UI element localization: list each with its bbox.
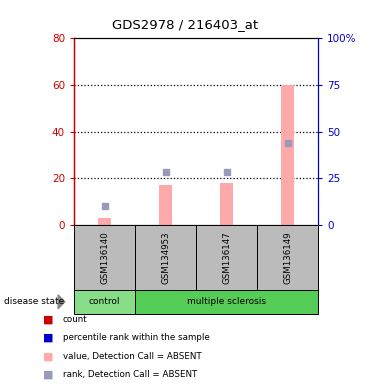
Bar	[220, 183, 233, 225]
Bar	[74, 290, 135, 314]
Text: disease state: disease state	[4, 297, 64, 306]
Text: rank, Detection Call = ABSENT: rank, Detection Call = ABSENT	[63, 370, 197, 379]
Text: ■: ■	[43, 370, 53, 380]
Text: GDS2978 / 216403_at: GDS2978 / 216403_at	[112, 18, 258, 31]
Bar	[281, 85, 295, 225]
Text: multiple sclerosis: multiple sclerosis	[187, 297, 266, 306]
Bar	[98, 218, 111, 225]
Text: GSM136140: GSM136140	[100, 231, 109, 284]
Polygon shape	[58, 295, 65, 309]
Text: GSM136147: GSM136147	[222, 231, 231, 284]
Bar	[159, 185, 172, 225]
Text: value, Detection Call = ABSENT: value, Detection Call = ABSENT	[63, 352, 202, 361]
Text: ■: ■	[43, 314, 53, 324]
Text: percentile rank within the sample: percentile rank within the sample	[63, 333, 210, 343]
Text: ■: ■	[43, 351, 53, 361]
Bar	[135, 225, 196, 290]
Text: count: count	[63, 315, 88, 324]
Text: ■: ■	[43, 333, 53, 343]
Bar	[257, 225, 318, 290]
Bar	[74, 225, 135, 290]
Bar	[196, 225, 257, 290]
Text: control: control	[89, 297, 120, 306]
Text: GSM134953: GSM134953	[161, 231, 170, 284]
Bar	[135, 290, 318, 314]
Text: GSM136149: GSM136149	[283, 231, 292, 284]
